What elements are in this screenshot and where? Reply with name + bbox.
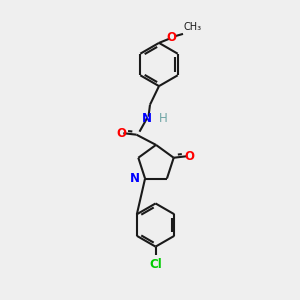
Text: N: N	[130, 172, 140, 185]
Text: Cl: Cl	[149, 258, 162, 271]
Text: O: O	[167, 31, 177, 44]
Text: CH₃: CH₃	[184, 22, 202, 32]
Text: N: N	[142, 112, 152, 125]
Text: O: O	[184, 150, 194, 163]
Text: O: O	[116, 127, 126, 140]
Text: H: H	[158, 112, 167, 125]
